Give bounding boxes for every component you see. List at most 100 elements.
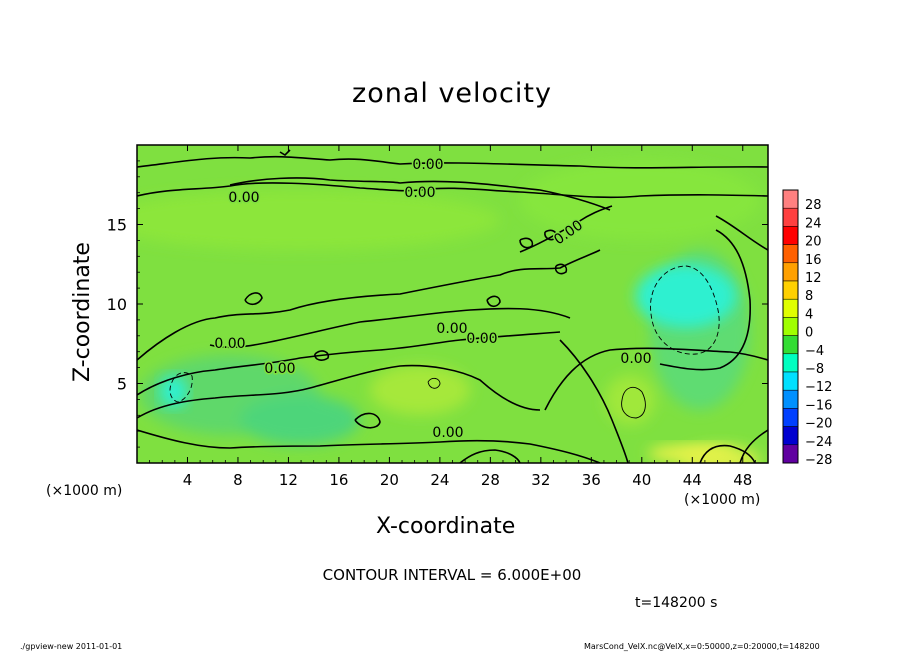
contour-line-south	[137, 364, 541, 419]
field-band-upper	[137, 190, 500, 250]
colorbar-swatch	[782, 317, 799, 336]
contour-loop-mid	[427, 377, 441, 389]
x-axis-ticks: 4 8 12 16 20 24 28 32 36 40 44 48	[149, 145, 756, 489]
y-tick-label: 15	[107, 216, 127, 235]
contour-label: 0.00	[404, 185, 435, 201]
contour-loop-ne-1	[519, 237, 534, 249]
colorbar-label: 20	[805, 235, 822, 250]
contour-label: 0.00	[432, 425, 463, 441]
x-tick-label: 4	[183, 471, 193, 489]
y-axis-label: Z-coordinate	[70, 242, 95, 382]
field-patch-warm	[370, 365, 470, 415]
colorbar-label: 28	[805, 198, 822, 213]
contour-loop-center	[486, 295, 501, 308]
region-negative-core-east	[635, 264, 737, 328]
contour-label: 0.00	[264, 361, 295, 377]
colorbar-swatch	[782, 244, 799, 264]
contour-label: 0.00	[436, 321, 467, 337]
colorbar-label: −28	[805, 453, 832, 468]
field-band-ne	[520, 160, 760, 240]
y-tick-label: 10	[107, 295, 127, 314]
contour-label: 0.00	[228, 190, 259, 206]
chart-title: zonal velocity	[352, 78, 552, 109]
colorbar-frame	[782, 189, 799, 464]
negative-contour-east	[650, 265, 720, 355]
contour-line-upper-inner	[229, 177, 611, 211]
contour-fragment-top	[279, 149, 291, 157]
x-tick-label: 40	[632, 471, 651, 489]
field-patch-warm-east	[605, 375, 655, 425]
x-tick-label: 12	[279, 471, 298, 489]
colorbar-swatch	[782, 353, 799, 373]
colorbar-swatch	[782, 389, 799, 409]
colorbar-label: 16	[805, 253, 822, 268]
colorbar-swatch	[782, 298, 799, 318]
contour-loop-ne-3	[554, 263, 568, 275]
colorbar-label: −4	[805, 344, 824, 359]
negative-contours	[169, 265, 720, 403]
contour-lines	[137, 149, 768, 463]
contour-line-upper	[137, 182, 768, 199]
contour-loop-ne-2	[544, 229, 558, 241]
region-positive-core-south	[648, 443, 737, 463]
field-patch-south	[240, 395, 360, 445]
colorbar-swatch	[782, 444, 799, 464]
contour-line-top	[137, 155, 768, 169]
contour-line-east	[544, 347, 768, 411]
contour-line-bottom	[137, 429, 601, 463]
colorbar-label: −24	[805, 435, 832, 450]
x-tick-label: 28	[481, 471, 500, 489]
colorbar-swatch	[782, 226, 799, 245]
colorbar-swatch	[782, 262, 799, 282]
footer-left-text: ./gpview-new 2011-01-01	[20, 642, 123, 651]
x-tick-label: 24	[430, 471, 449, 489]
colorbar-label: 24	[805, 216, 822, 231]
contour-line-lower	[137, 331, 561, 396]
colorbar-swatch	[782, 408, 799, 427]
colorbar-label: −20	[805, 417, 832, 432]
x-tick-label: 36	[582, 471, 601, 489]
region-negative-core-west	[159, 375, 188, 408]
contour-loop-east	[621, 386, 646, 419]
negative-contour-west	[169, 372, 193, 403]
x-axis-unit-right: (×1000 m)	[684, 492, 761, 508]
colorbar: 28 24 20 16 12 8 4 0 −4 −8 −12 −16 −20 −24 −28	[782, 189, 832, 468]
colorbar-label: 4	[805, 307, 813, 322]
contour-interval-text: CONTOUR INTERVAL = 6.000E+00	[322, 566, 582, 584]
contour-line-east-upper	[715, 215, 768, 251]
x-tick-label: 20	[380, 471, 399, 489]
colorbar-swatch	[782, 426, 799, 446]
contour-label: 0.00	[412, 157, 443, 173]
y-tick-label: 5	[117, 375, 127, 394]
x-tick-label: 44	[683, 471, 702, 489]
contour-loop-west	[244, 292, 263, 306]
colorbar-swatch	[782, 189, 799, 209]
contour-label: 0.00	[620, 351, 651, 367]
contour-line-bottom-corner	[739, 429, 768, 463]
colorbar-swatch	[782, 371, 799, 391]
contour-line-mid-lower	[209, 307, 571, 349]
colorbar-swatch	[782, 335, 799, 355]
time-stamp: t=148200 s	[635, 595, 718, 611]
velocity-field	[137, 145, 768, 463]
x-axis-label: X-coordinate	[376, 514, 516, 539]
contour-line-diagonal	[519, 205, 613, 253]
colorbar-label: 8	[805, 289, 813, 304]
colorbar-swatch	[782, 207, 799, 227]
contour-line-bottom-mid	[459, 449, 521, 463]
contour-line-bottom-east	[699, 444, 756, 463]
colorbar-label: −12	[805, 380, 832, 395]
contour-label: 0.00	[214, 336, 245, 352]
colorbar-swatch	[782, 280, 799, 300]
x-axis-unit-left: (×1000 m)	[46, 483, 123, 499]
contour-label-group: 0.000.00 0.000.000.000.000.000.000.000.00	[213, 156, 653, 443]
colorbar-label: −8	[805, 362, 824, 377]
contour-loop-mid-west	[314, 350, 330, 361]
colorbar-label: 0	[805, 326, 813, 341]
x-tick-label: 16	[329, 471, 348, 489]
contour-loop-south	[354, 412, 381, 429]
contour-label: 0.00	[466, 331, 497, 347]
colorbar-label: −16	[805, 398, 832, 413]
x-tick-label: 32	[531, 471, 550, 489]
